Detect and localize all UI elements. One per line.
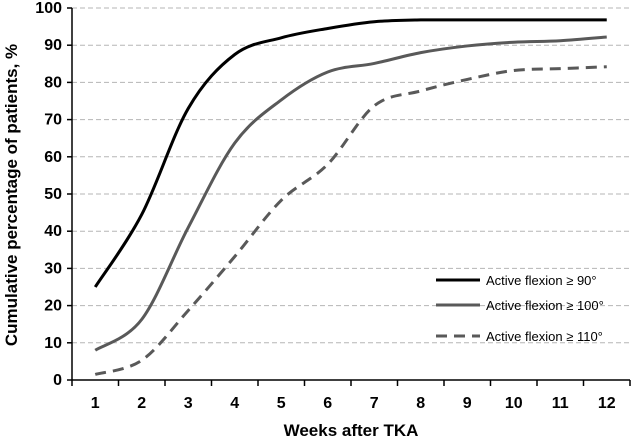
- legend: Active flexion ≥ 90° Active flexion ≥ 100…: [436, 273, 604, 344]
- x-tick-label: 4: [230, 395, 239, 412]
- y-tick-label: 40: [44, 223, 62, 240]
- x-tick-label: 12: [598, 395, 616, 412]
- x-tick-label: 6: [323, 395, 332, 412]
- x-tick-label: 8: [416, 395, 425, 412]
- x-tick-label: 3: [184, 395, 193, 412]
- legend-label-2: Active flexion ≥ 100°: [486, 298, 604, 313]
- x-tick-label: 2: [137, 395, 146, 412]
- series-line-1: [93, 18, 607, 288]
- x-tick-label: 11: [552, 395, 569, 412]
- y-axis-title: Cumulative percentage of patients, %: [2, 44, 21, 346]
- y-tick-label: 80: [44, 74, 62, 91]
- x-tick-label: 10: [505, 395, 523, 412]
- y-tick-label: 50: [44, 186, 62, 203]
- gridlines: [72, 7, 630, 344]
- y-tick-label: 100: [35, 0, 62, 17]
- x-axis-title: Weeks after TKA: [284, 421, 419, 440]
- x-tick-label: 5: [277, 395, 286, 412]
- series-line-2: [94, 35, 607, 352]
- x-tick-label: 9: [463, 395, 472, 412]
- y-tick-label: 70: [44, 112, 62, 129]
- legend-label-3: Active flexion ≥ 110°: [486, 329, 603, 344]
- x-tick-label: 1: [91, 395, 100, 412]
- y-tick-label: 90: [44, 37, 62, 54]
- y-tick-label: 30: [44, 260, 62, 277]
- series-lines: [93, 18, 607, 376]
- legend-label-1: Active flexion ≥ 90°: [486, 273, 597, 288]
- y-tick-label: 20: [44, 298, 62, 315]
- y-tick-label: 60: [44, 149, 62, 166]
- x-tick-label: 7: [370, 395, 379, 412]
- series-line-3: [94, 65, 607, 376]
- y-tick-label: 0: [53, 372, 62, 389]
- y-tick-label: 10: [44, 335, 62, 352]
